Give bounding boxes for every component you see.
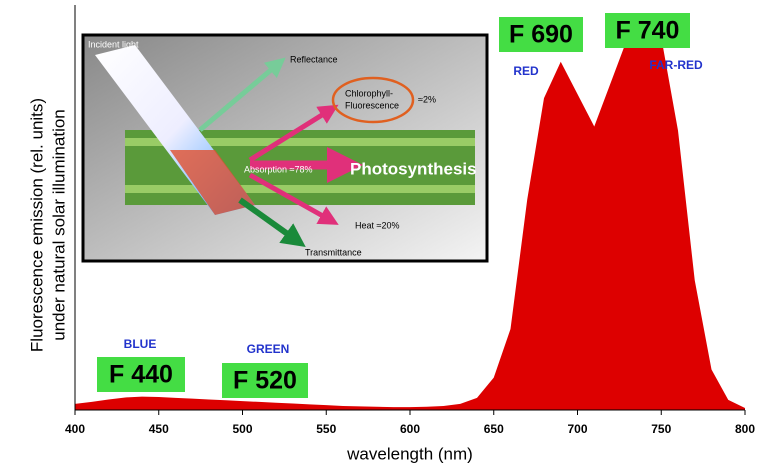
x-tick-label: 450: [149, 422, 169, 436]
y-axis-label: Fluorescence emission (rel. units): [27, 98, 46, 352]
band-label: RED: [513, 64, 539, 78]
y-axis-label: under natural solar illumination: [49, 109, 68, 341]
inset-label: Incident light: [88, 39, 139, 49]
inset-label: Heat ≈20%: [355, 220, 399, 230]
inset-label: Transmittance: [305, 247, 362, 257]
x-tick-label: 550: [316, 422, 336, 436]
peak-label: F 520: [233, 367, 297, 395]
x-tick-label: 500: [232, 422, 252, 436]
inset-diagram: Incident light Reflectance Chlorophyll- …: [83, 35, 487, 261]
band-label: GREEN: [247, 342, 290, 356]
x-axis-label: wavelength (nm): [346, 444, 473, 463]
x-tick-label: 750: [651, 422, 671, 436]
inset-label: Fluorescence: [345, 100, 399, 110]
x-tick-label: 800: [735, 422, 755, 436]
x-tick-label: 400: [65, 422, 85, 436]
x-tick-label: 650: [484, 422, 504, 436]
x-tick-label: 600: [400, 422, 420, 436]
peak-label: F 440: [109, 361, 173, 389]
band-label: BLUE: [124, 337, 157, 351]
inset-label: ≈2%: [418, 94, 436, 104]
chart: 400 450 500 550 600 650 700 750 800 wavelength (…: [0, 0, 762, 469]
peak-label: F 740: [616, 17, 680, 45]
inset-label: Absorption ≈78%: [244, 164, 312, 174]
peak-label: F 690: [509, 21, 573, 49]
x-tick-label: 700: [567, 422, 587, 436]
inset-label: Photosynthesis: [350, 159, 477, 178]
membrane-layer: [125, 185, 475, 193]
inset-label: Reflectance: [290, 54, 338, 64]
band-label: FAR-RED: [649, 58, 703, 72]
inset-label: Chlorophyll-: [345, 88, 393, 98]
